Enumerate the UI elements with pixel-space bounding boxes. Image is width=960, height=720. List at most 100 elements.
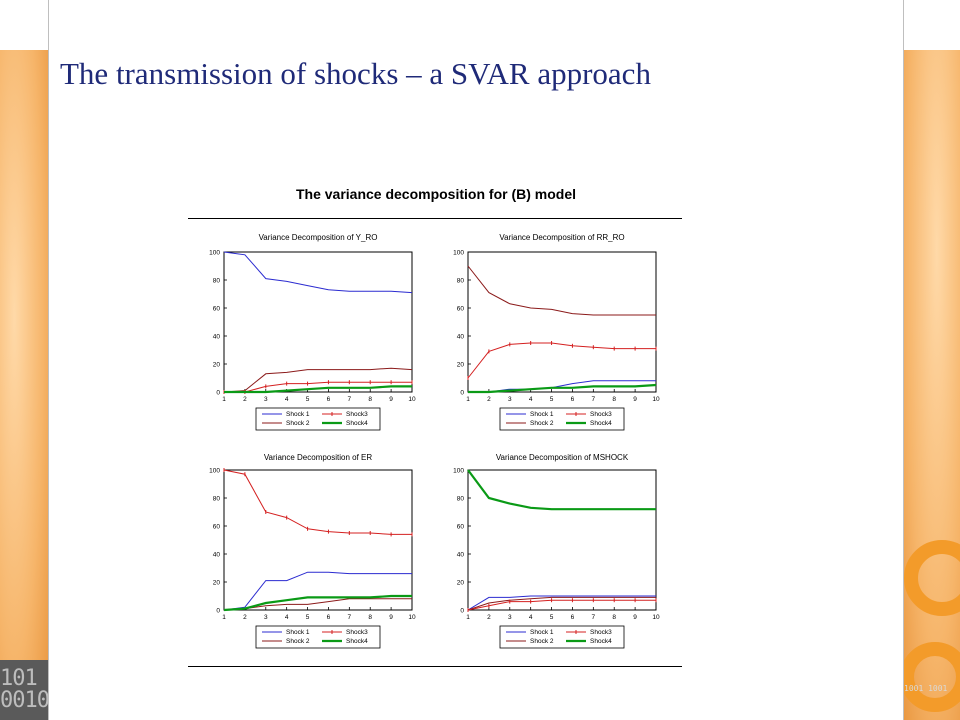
chart4-ytick-label: 20 (457, 580, 465, 587)
chart4-series-shock2-line (467, 596, 656, 611)
chart2-legend-shock1-label: Shock 1 (530, 411, 554, 418)
chart3-xtick-label: 10 (408, 614, 416, 621)
chart3-xtick-label: 4 (285, 614, 289, 621)
figure-top-rule (188, 218, 682, 219)
chart2-series-shock4-line (468, 383, 657, 394)
chart3-title: Variance Decomposition of ER (264, 453, 373, 462)
chart1-xtick-label: 9 (389, 396, 393, 403)
chart1-legend-shock1-label: Shock 1 (286, 411, 310, 418)
chart1-legend-shock3-label: Shock3 (346, 411, 368, 418)
chart1-xtick-label: 1 (222, 396, 226, 403)
chart4-legend-shock4-label: Shock4 (590, 638, 612, 645)
chart2-legend-box (499, 407, 625, 431)
chart3-xtick-label: 5 (306, 614, 310, 621)
chart1-ytick-label: 20 (213, 362, 221, 369)
chart1-xtick-label: 3 (264, 396, 268, 403)
chart4-series-shock4-line (467, 469, 656, 511)
chart2-xtick-label: 2 (487, 396, 491, 403)
chart1-xtick-label: 5 (306, 396, 310, 403)
chart1-ytick-label: 0 (216, 390, 220, 397)
chart1-xtick-label: 2 (243, 396, 247, 403)
chart2-xtick-label: 3 (508, 396, 512, 403)
chart3-xtick-label: 7 (348, 614, 352, 621)
slide-title: The transmission of shocks – a SVAR appr… (60, 56, 651, 91)
chart2-series-shock3-line (467, 342, 656, 379)
chart3-ytick-label: 0 (216, 608, 220, 615)
binary-decoration-text: 101 00100 (0, 666, 62, 713)
chart4-legend-box (499, 625, 625, 649)
chart3-legend-shock4-label: Shock4 (346, 638, 368, 645)
chart3-xtick-label: 8 (368, 614, 372, 621)
chart4-ytick-label: 100 (453, 468, 464, 475)
chart2-xtick-label: 5 (550, 396, 554, 403)
chart4-xtick-label: 3 (508, 614, 512, 621)
chart4-xtick-label: 8 (612, 614, 616, 621)
chart1-ytick-label: 40 (213, 334, 221, 341)
slide-canvas (48, 0, 904, 720)
binary-decoration-right: 1001 1001 (904, 684, 948, 693)
chart4-ytick-label: 0 (460, 608, 464, 615)
chart4-xtick-label: 6 (571, 614, 575, 621)
chart1-xtick-label: 8 (368, 396, 372, 403)
chart4-ytick-label: 80 (457, 496, 465, 503)
chart2-ytick-label: 40 (457, 334, 465, 341)
chart2-title: Variance Decomposition of RR_RO (499, 233, 624, 242)
chart4-legend-shock3-label: Shock3 (590, 629, 612, 636)
chart1-ytick-label: 60 (213, 306, 221, 313)
variance-decomposition-figure: The variance decomposition for (B) model… (188, 178, 684, 668)
binary-decoration-left: 101 00100 (0, 666, 62, 713)
chart2-series-shock2-line (467, 265, 656, 316)
chart3-xtick-label: 2 (243, 614, 247, 621)
chart4-frame (467, 469, 657, 611)
bottom-left-dark-block (0, 660, 48, 720)
chart4-series-shock3-line (467, 599, 656, 611)
chart3-ytick-label: 60 (213, 524, 221, 531)
chart4-title: Variance Decomposition of MSHOCK (496, 453, 629, 462)
chart4-xtick-label: 4 (529, 614, 533, 621)
chart3-xtick-label: 3 (264, 614, 268, 621)
chart4-xtick-label: 5 (550, 614, 554, 621)
chart4-legend-shock2-label: Shock 2 (530, 638, 554, 645)
chart1-ytick-label: 100 (209, 250, 220, 257)
chart1-ytick-label: 80 (213, 278, 221, 285)
chart3-ytick-label: 20 (213, 580, 221, 587)
chart4-xtick-label: 9 (633, 614, 637, 621)
chart3-ytick-label: 40 (213, 552, 221, 559)
chart2-ytick-label: 60 (457, 306, 465, 313)
chart2-xtick-label: 6 (571, 396, 575, 403)
chart1-xtick-label: 7 (348, 396, 352, 403)
right-background-decoration (902, 50, 960, 720)
chart2-legend-shock2-label: Shock 2 (530, 420, 554, 427)
chart3-series-shock1-line (223, 571, 412, 611)
chart3-xtick-label: 9 (389, 614, 393, 621)
chart1-series-shock4-line (224, 385, 412, 394)
chart1-xtick-label: 10 (408, 396, 416, 403)
chart2-xtick-label: 8 (612, 396, 616, 403)
chart1-xtick-label: 6 (327, 396, 331, 403)
chart2-legend-shock3-label: Shock3 (590, 411, 612, 418)
chart2-xtick-label: 9 (633, 396, 637, 403)
chart4-legend-shock1-label: Shock 1 (530, 629, 554, 636)
figure-title: The variance decomposition for (B) model (295, 186, 577, 202)
chart3-series-shock4-line (223, 594, 412, 612)
chart3-legend-shock3-label: Shock3 (346, 629, 368, 636)
chart2-legend-shock4-label: Shock4 (590, 420, 612, 427)
chart2-xtick-label: 1 (466, 396, 470, 403)
chart4-xtick-label: 1 (466, 614, 470, 621)
chart3-frame (223, 469, 413, 611)
chart1-series-shock1-line (223, 251, 413, 294)
chart4-xtick-label: 10 (652, 614, 660, 621)
chart1-frame (223, 251, 413, 393)
chart4-xtick-label: 7 (592, 614, 596, 621)
chart1-legend-shock2-label: Shock 2 (286, 420, 310, 427)
chart1-legend-shock4-label: Shock4 (346, 420, 368, 427)
figure-bottom-rule (188, 666, 682, 667)
chart3-ytick-label: 100 (209, 468, 220, 475)
chart3-xtick-label: 6 (327, 614, 331, 621)
chart4-ytick-label: 60 (457, 524, 465, 531)
chart3-xtick-label: 1 (222, 614, 226, 621)
chart3-series-shock3-line (223, 469, 412, 535)
chart2-xtick-label: 7 (592, 396, 596, 403)
chart2-frame (467, 251, 657, 393)
chart4-series-shock1-line (467, 595, 656, 611)
